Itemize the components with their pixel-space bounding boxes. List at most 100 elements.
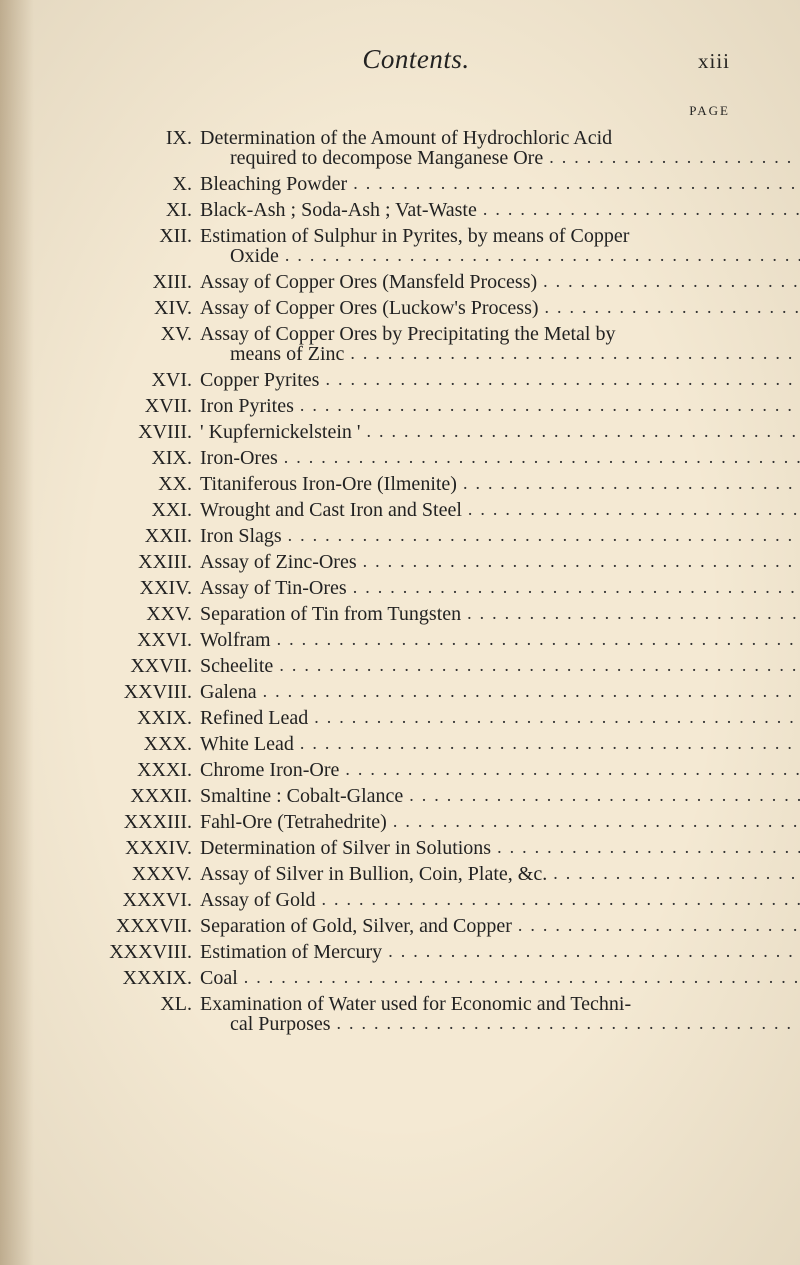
entry-title-line: Iron Slags	[200, 526, 282, 546]
entry-title-line: Examination of Water used for Economic a…	[200, 994, 800, 1014]
leader-dots: ........................................…	[409, 786, 800, 804]
toc-entry: X.Bleaching Powder......................…	[82, 171, 744, 197]
entry-roman: IX.	[82, 128, 200, 148]
entry-roman: XXIII.	[82, 552, 200, 572]
entry-title: Assay of Tin-Ores.......................…	[200, 578, 800, 598]
entry-title: Iron Slags..............................…	[200, 526, 800, 546]
toc-entry: XI.Black-Ash ; Soda-Ash ; Vat-Waste.....…	[82, 197, 744, 223]
entry-roman: XVI.	[82, 370, 200, 390]
running-page-number: xiii	[698, 49, 730, 74]
toc-entry: XVI.Copper Pyrites......................…	[82, 367, 744, 393]
leader-dots: ........................................…	[244, 968, 800, 986]
entry-last-line: Coal....................................…	[200, 968, 800, 988]
leader-dots: ........................................…	[388, 942, 800, 960]
entry-roman: XVII.	[82, 396, 200, 416]
entry-roman: XL.	[82, 994, 200, 1014]
entry-title-line: Assay of Tin-Ores	[200, 578, 347, 598]
entry-title: ' Kupfernickelstein '...................…	[200, 422, 800, 442]
entry-roman: XXXI.	[82, 760, 200, 780]
entry-roman: XXII.	[82, 526, 200, 546]
toc-entry: XVII.Iron Pyrites.......................…	[82, 393, 744, 419]
entry-title-line: Scheelite	[200, 656, 273, 676]
entry-title: Titaniferous Iron-Ore (Ilmenite)........…	[200, 474, 800, 494]
entry-title-line: ' Kupfernickelstein '	[200, 422, 361, 442]
entry-title: Smaltine : Cobalt-Glance................…	[200, 786, 800, 806]
leader-dots: ........................................…	[263, 682, 800, 700]
entry-roman: XXV.	[82, 604, 200, 624]
entry-last-line: Chrome Iron-Ore.........................…	[200, 760, 800, 780]
toc-entry: XXXV.Assay of Silver in Bullion, Coin, P…	[82, 861, 744, 887]
entry-last-line: Assay of Copper Ores (Mansfeld Process).…	[200, 272, 800, 292]
entry-title: Assay of Silver in Bullion, Coin, Plate,…	[200, 864, 800, 884]
entry-roman: XXX.	[82, 734, 200, 754]
entry-last-line: Copper Pyrites..........................…	[200, 370, 800, 390]
entry-last-line: Assay of Zinc-Ores......................…	[200, 552, 800, 572]
page-gutter-shade	[0, 0, 34, 1265]
toc-entry: XXX.White Lead..........................…	[82, 731, 744, 757]
entry-last-line: Assay of Copper Ores (Luckow's Process).…	[200, 298, 800, 318]
leader-dots: ........................................…	[353, 578, 800, 596]
leader-dots: ........................................…	[367, 422, 800, 440]
toc-entry: XXII.Iron Slags.........................…	[82, 523, 744, 549]
toc-entry: XXXII.Smaltine : Cobalt-Glance..........…	[82, 783, 744, 809]
entry-title: Assay of Gold...........................…	[200, 890, 800, 910]
entry-last-line: Iron Slags..............................…	[200, 526, 800, 546]
entry-last-line: Smaltine : Cobalt-Glance................…	[200, 786, 800, 806]
entry-last-line: Fahl-Ore (Tetrahedrite).................…	[200, 812, 800, 832]
toc-entry: XL.Examination of Water used for Economi…	[82, 991, 744, 1037]
entry-title-line: Determination of the Amount of Hydrochlo…	[200, 128, 800, 148]
toc-entry: IX.Determination of the Amount of Hydroc…	[82, 125, 744, 171]
toc-entry: XXI.Wrought and Cast Iron and Steel.....…	[82, 497, 744, 523]
entry-title: Coal....................................…	[200, 968, 800, 988]
toc-entry: XXV.Separation of Tin from Tungsten.....…	[82, 601, 744, 627]
toc-entry: XXXVII.Separation of Gold, Silver, and C…	[82, 913, 744, 939]
leader-dots: ........................................…	[285, 246, 800, 264]
entry-title: Assay of Copper Ores (Luckow's Process).…	[200, 298, 800, 318]
entry-roman: XXXV.	[82, 864, 200, 884]
toc-entry: XXXIII.Fahl-Ore (Tetrahedrite)..........…	[82, 809, 744, 835]
entry-title: Assay of Zinc-Ores......................…	[200, 552, 800, 572]
entry-last-line: Black-Ash ; Soda-Ash ; Vat-Waste........…	[200, 200, 800, 220]
entry-last-line: Determination of Silver in Solutions....…	[200, 838, 800, 858]
leader-dots: ........................................…	[467, 604, 800, 622]
entry-title: Scheelite...............................…	[200, 656, 800, 676]
entry-roman: XV.	[82, 324, 200, 344]
entry-title: Assay of Copper Ores by Precipitating th…	[200, 324, 800, 364]
leader-dots: ........................................…	[345, 760, 800, 778]
entry-roman: XIV.	[82, 298, 200, 318]
entry-title-line: Chrome Iron-Ore	[200, 760, 339, 780]
entry-roman: XXXIV.	[82, 838, 200, 858]
entry-roman: XXIX.	[82, 708, 200, 728]
entry-roman: XX.	[82, 474, 200, 494]
entry-roman: XII.	[82, 226, 200, 246]
entry-title-line: Wolfram	[200, 630, 271, 650]
entry-title: Assay of Copper Ores (Mansfeld Process).…	[200, 272, 800, 292]
entry-roman: XXI.	[82, 500, 200, 520]
toc-entry: XIII.Assay of Copper Ores (Mansfeld Proc…	[82, 269, 744, 295]
leader-dots: ........................................…	[518, 916, 800, 934]
leader-dots: ........................................…	[300, 734, 800, 752]
entry-last-line: Oxide...................................…	[200, 246, 800, 266]
entry-last-line: Refined Lead............................…	[200, 708, 800, 728]
leader-dots: ........................................…	[468, 500, 800, 518]
entry-title-line: Determination of Silver in Solutions	[200, 838, 491, 858]
leader-dots: ........................................…	[545, 298, 800, 316]
leader-dots: ........................................…	[363, 552, 800, 570]
leader-dots: ........................................…	[300, 396, 800, 414]
entry-roman: XXVII.	[82, 656, 200, 676]
entry-last-line: Separation of Tin from Tungsten.........…	[200, 604, 800, 624]
entry-title: Estimation of Sulphur in Pyrites, by mea…	[200, 226, 800, 266]
entry-title-line: Assay of Gold	[200, 890, 316, 910]
toc-entry: XXXVIII.Estimation of Mercury...........…	[82, 939, 744, 965]
entry-roman: XXXII.	[82, 786, 200, 806]
leader-dots: ........................................…	[337, 1014, 800, 1032]
entry-title: Galena..................................…	[200, 682, 800, 702]
entry-roman: XI.	[82, 200, 200, 220]
entry-title-line: cal Purposes	[230, 1014, 331, 1034]
leader-dots: ........................................…	[543, 272, 800, 290]
entry-title-line: Smaltine : Cobalt-Glance	[200, 786, 403, 806]
entry-title-line: Titaniferous Iron-Ore (Ilmenite)	[200, 474, 457, 494]
toc-entry: XX.Titaniferous Iron-Ore (Ilmenite).....…	[82, 471, 744, 497]
entry-last-line: Assay of Tin-Ores.......................…	[200, 578, 800, 598]
entry-title-line: Bleaching Powder	[200, 174, 347, 194]
